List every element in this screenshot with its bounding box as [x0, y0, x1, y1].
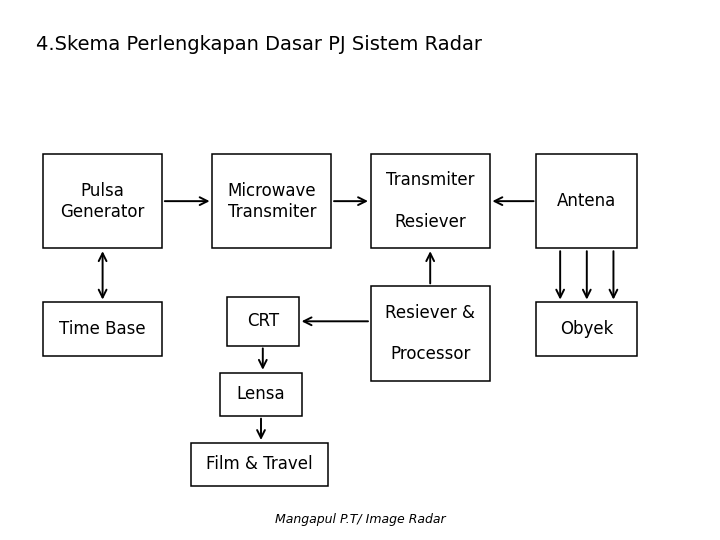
Text: Antena: Antena — [557, 192, 616, 210]
FancyBboxPatch shape — [371, 154, 490, 248]
FancyBboxPatch shape — [212, 154, 331, 248]
FancyBboxPatch shape — [220, 373, 302, 416]
Text: Pulsa
Generator: Pulsa Generator — [60, 182, 145, 220]
Text: Obyek: Obyek — [560, 320, 613, 339]
Text: 4.Skema Perlengkapan Dasar PJ Sistem Radar: 4.Skema Perlengkapan Dasar PJ Sistem Rad… — [36, 35, 482, 54]
Text: Film & Travel: Film & Travel — [206, 455, 312, 474]
Text: Lensa: Lensa — [237, 385, 285, 403]
Text: Resiever &

Processor: Resiever & Processor — [385, 303, 475, 363]
FancyBboxPatch shape — [371, 286, 490, 381]
FancyBboxPatch shape — [227, 297, 299, 346]
Text: Time Base: Time Base — [59, 320, 146, 339]
Text: Transmiter

Resiever: Transmiter Resiever — [386, 171, 474, 231]
FancyBboxPatch shape — [43, 302, 162, 356]
Text: CRT: CRT — [247, 312, 279, 330]
FancyBboxPatch shape — [536, 154, 637, 248]
FancyBboxPatch shape — [536, 302, 637, 356]
Text: Mangapul P.T/ Image Radar: Mangapul P.T/ Image Radar — [275, 514, 445, 526]
Text: Microwave
Transmiter: Microwave Transmiter — [228, 182, 316, 220]
FancyBboxPatch shape — [191, 443, 328, 486]
FancyBboxPatch shape — [43, 154, 162, 248]
